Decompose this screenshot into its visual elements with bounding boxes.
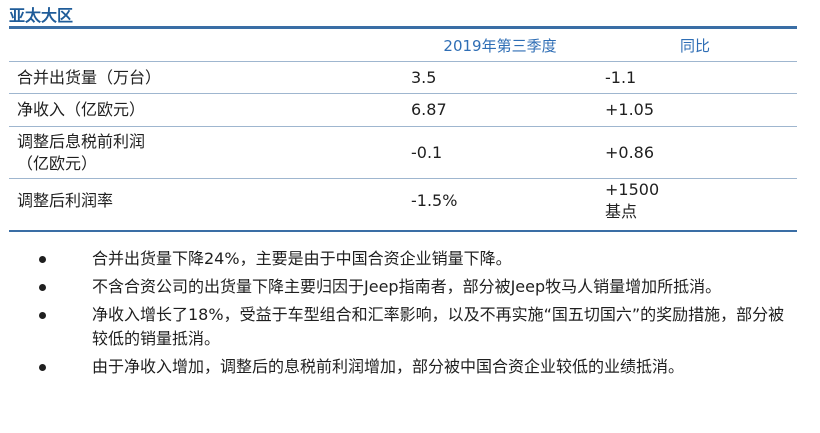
table-top-rule xyxy=(9,26,797,29)
bullet-text: 合并出货量下降24%，主要是由于中国合资企业销量下降。 xyxy=(92,249,512,268)
header-yoy: 同比 xyxy=(679,36,710,55)
bullet-text: 净收入增长了18%，受益于车型组合和汇率影响，以及不再实施“国五切国六”的奖励措… xyxy=(92,305,785,348)
table-row: 调整后息税前利润 （亿欧元） -0.1 +0.86 xyxy=(9,127,797,179)
row-label: 调整后息税前利润 （亿欧元） xyxy=(17,131,146,173)
bullet-dot-icon xyxy=(0,275,92,299)
header-period: 2019年第三季度 xyxy=(443,36,557,55)
results-table: 2019年第三季度 同比 合并出货量（万台） 3.5 -1.1 净收入（亿欧元）… xyxy=(9,29,797,223)
row-label: 合并出货量（万台） xyxy=(17,67,162,87)
row-yoy: +1500 基点 xyxy=(605,180,660,221)
table-row: 合并出货量（万台） 3.5 -1.1 xyxy=(9,62,797,94)
bullet-item: 由于净收入增加，调整后的息税前利润增加，部分被中国合资企业较低的业绩抵消。 xyxy=(0,355,820,379)
row-yoy: +0.86 xyxy=(605,142,655,162)
bullet-item: 不含合资公司的出货量下降主要归因于Jeep指南者，部分被Jeep牧马人销量增加所… xyxy=(0,275,820,299)
section-title: 亚太大区 xyxy=(9,6,74,25)
row-value: -0.1 xyxy=(411,142,443,162)
bullet-dot-icon xyxy=(0,247,92,271)
row-value: 6.87 xyxy=(411,100,447,119)
row-yoy: +1.05 xyxy=(605,100,655,119)
row-label: 调整后利润率 xyxy=(17,191,114,210)
bullet-list: 合并出货量下降24%，主要是由于中国合资企业销量下降。 不含合资公司的出货量下降… xyxy=(0,247,820,383)
bullet-dot-icon xyxy=(0,355,92,379)
row-value: 3.5 xyxy=(411,67,437,87)
row-value: -1.5% xyxy=(411,191,458,210)
bullet-item: 合并出货量下降24%，主要是由于中国合资企业销量下降。 xyxy=(0,247,820,271)
row-label: 净收入（亿欧元） xyxy=(17,100,146,119)
table-header: 2019年第三季度 同比 xyxy=(9,29,797,62)
row-yoy: -1.1 xyxy=(605,67,637,87)
bullet-item: 净收入增长了18%，受益于车型组合和汇率影响，以及不再实施“国五切国六”的奖励措… xyxy=(0,303,820,351)
bullet-text: 不含合资公司的出货量下降主要归因于Jeep指南者，部分被Jeep牧马人销量增加所… xyxy=(92,277,722,296)
table-row: 调整后利润率 -1.5% +1500 基点 xyxy=(9,179,797,223)
table-bottom-rule xyxy=(9,230,797,232)
table-row: 净收入（亿欧元） 6.87 +1.05 xyxy=(9,94,797,127)
bullet-text: 由于净收入增加，调整后的息税前利润增加，部分被中国合资企业较低的业绩抵消。 xyxy=(92,357,685,376)
bullet-dot-icon xyxy=(0,303,92,351)
